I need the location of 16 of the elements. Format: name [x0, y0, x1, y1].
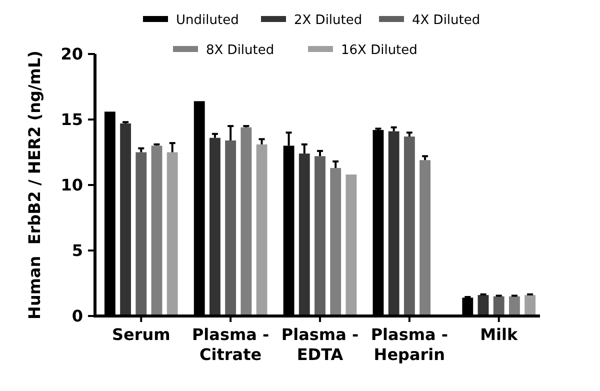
- x-tick-label: Serum: [112, 325, 170, 344]
- legend-label: 4X Diluted: [412, 13, 480, 28]
- x-tick-label: Plasma - Heparin: [370, 325, 448, 364]
- y-axis-title: Human ErbB2 / HER2 (ng/mL): [25, 50, 44, 320]
- x-tick-label: Plasma - EDTA: [281, 325, 359, 364]
- legend-label: 2X Diluted: [294, 13, 362, 28]
- x-tick-label: Plasma - Citrate: [192, 325, 270, 364]
- x-tick-label: Milk: [480, 325, 518, 344]
- y-tick-label: 5: [72, 241, 83, 260]
- y-tick-label: 15: [60, 110, 83, 130]
- y-tick-label: 20: [60, 44, 83, 64]
- y-tick-label: 10: [60, 176, 83, 195]
- legend-label: 8X Diluted: [206, 43, 274, 58]
- y-tick-label: 0: [72, 306, 83, 326]
- legend-label: Undiluted: [176, 13, 239, 28]
- legend-label: 16X Diluted: [341, 43, 418, 58]
